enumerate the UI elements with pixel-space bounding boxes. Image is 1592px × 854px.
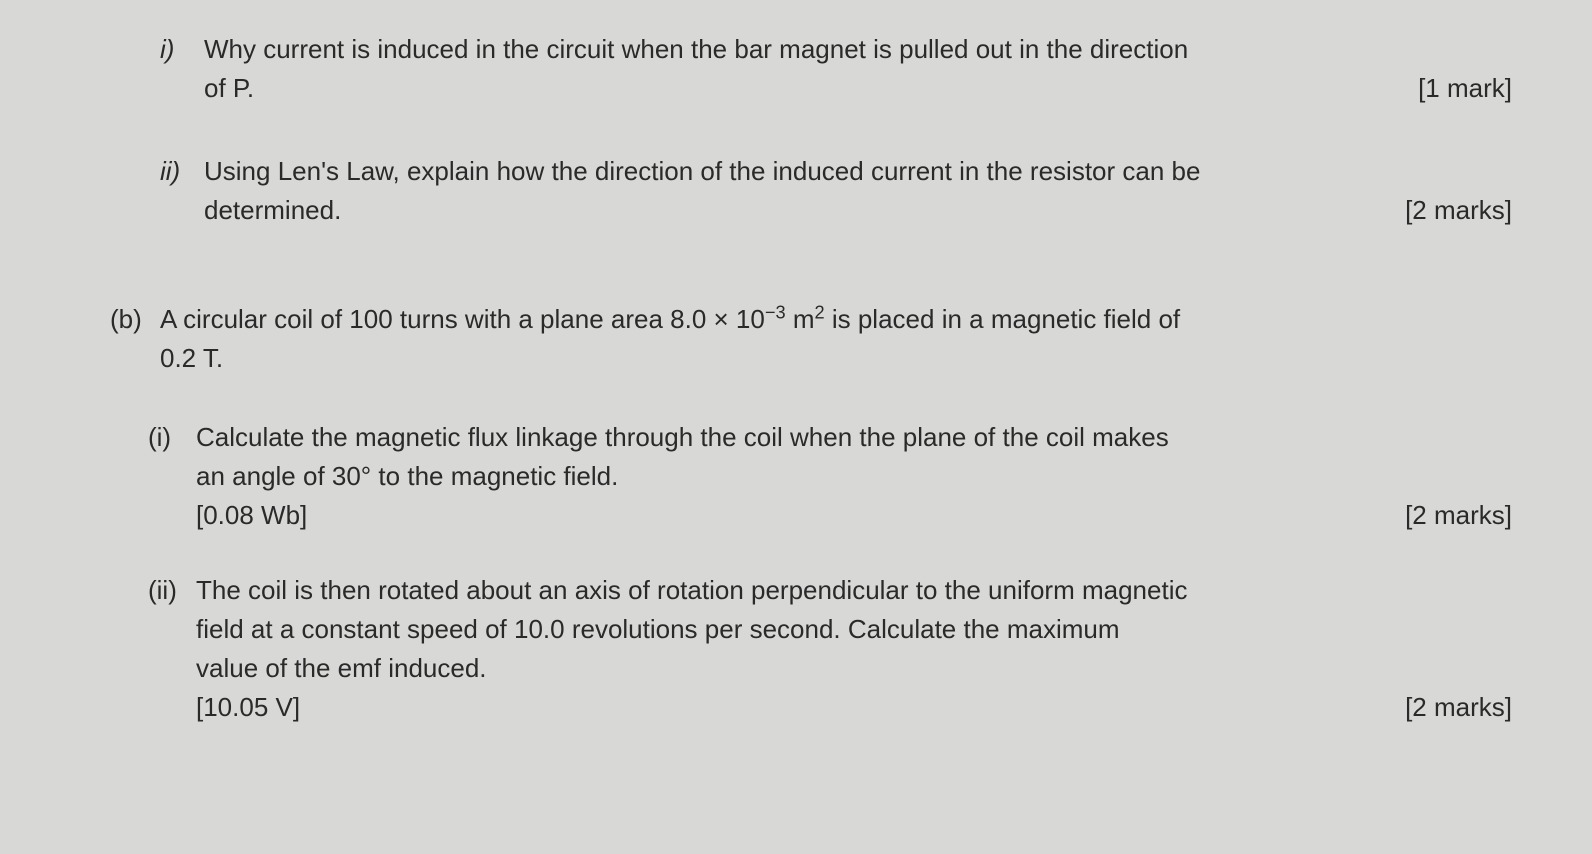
text-b-intro-line2: 0.2 T. bbox=[160, 339, 1512, 378]
exam-page: i) Why current is induced in the circuit… bbox=[0, 0, 1592, 779]
label-b-ii: (ii) bbox=[148, 571, 196, 610]
text-b-intro-line1: A circular coil of 100 turns with a plan… bbox=[160, 300, 1512, 339]
answer-b-i: [0.08 Wb] bbox=[196, 496, 307, 535]
text-a-ii-line2: determined. bbox=[204, 191, 341, 230]
marks-b-i: [2 marks] bbox=[1381, 496, 1512, 535]
label-b: (b) bbox=[110, 300, 160, 339]
marks-a-ii: [2 marks] bbox=[1381, 191, 1512, 230]
question-b-intro: (b) A circular coil of 100 turns with a … bbox=[100, 300, 1512, 378]
text-b-i-line2: an angle of 30° to the magnetic field. bbox=[196, 457, 1512, 496]
label-a-ii: ii) bbox=[160, 152, 204, 191]
text-b-i-line1: Calculate the magnetic flux linkage thro… bbox=[196, 418, 1512, 457]
text-b-ii-line1: The coil is then rotated about an axis o… bbox=[196, 571, 1512, 610]
label-b-i: (i) bbox=[148, 418, 196, 457]
marks-a-i: [1 mark] bbox=[1394, 69, 1512, 108]
question-b-i: (i) Calculate the magnetic flux linkage … bbox=[100, 418, 1512, 535]
text-a-i-line1: Why current is induced in the circuit wh… bbox=[204, 30, 1512, 69]
text-b-ii-line2: field at a constant speed of 10.0 revolu… bbox=[196, 610, 1512, 649]
text-a-ii-line1: Using Len's Law, explain how the directi… bbox=[204, 152, 1512, 191]
marks-b-ii: [2 marks] bbox=[1381, 688, 1512, 727]
question-a-ii: ii) Using Len's Law, explain how the dir… bbox=[100, 152, 1512, 230]
question-a-i: i) Why current is induced in the circuit… bbox=[100, 30, 1512, 108]
text-b-ii-line3: value of the emf induced. bbox=[196, 649, 1512, 688]
question-b-ii: (ii) The coil is then rotated about an a… bbox=[100, 571, 1512, 727]
label-a-i: i) bbox=[160, 30, 204, 69]
text-a-i-line2: of P. bbox=[204, 69, 254, 108]
answer-b-ii: [10.05 V] bbox=[196, 688, 300, 727]
